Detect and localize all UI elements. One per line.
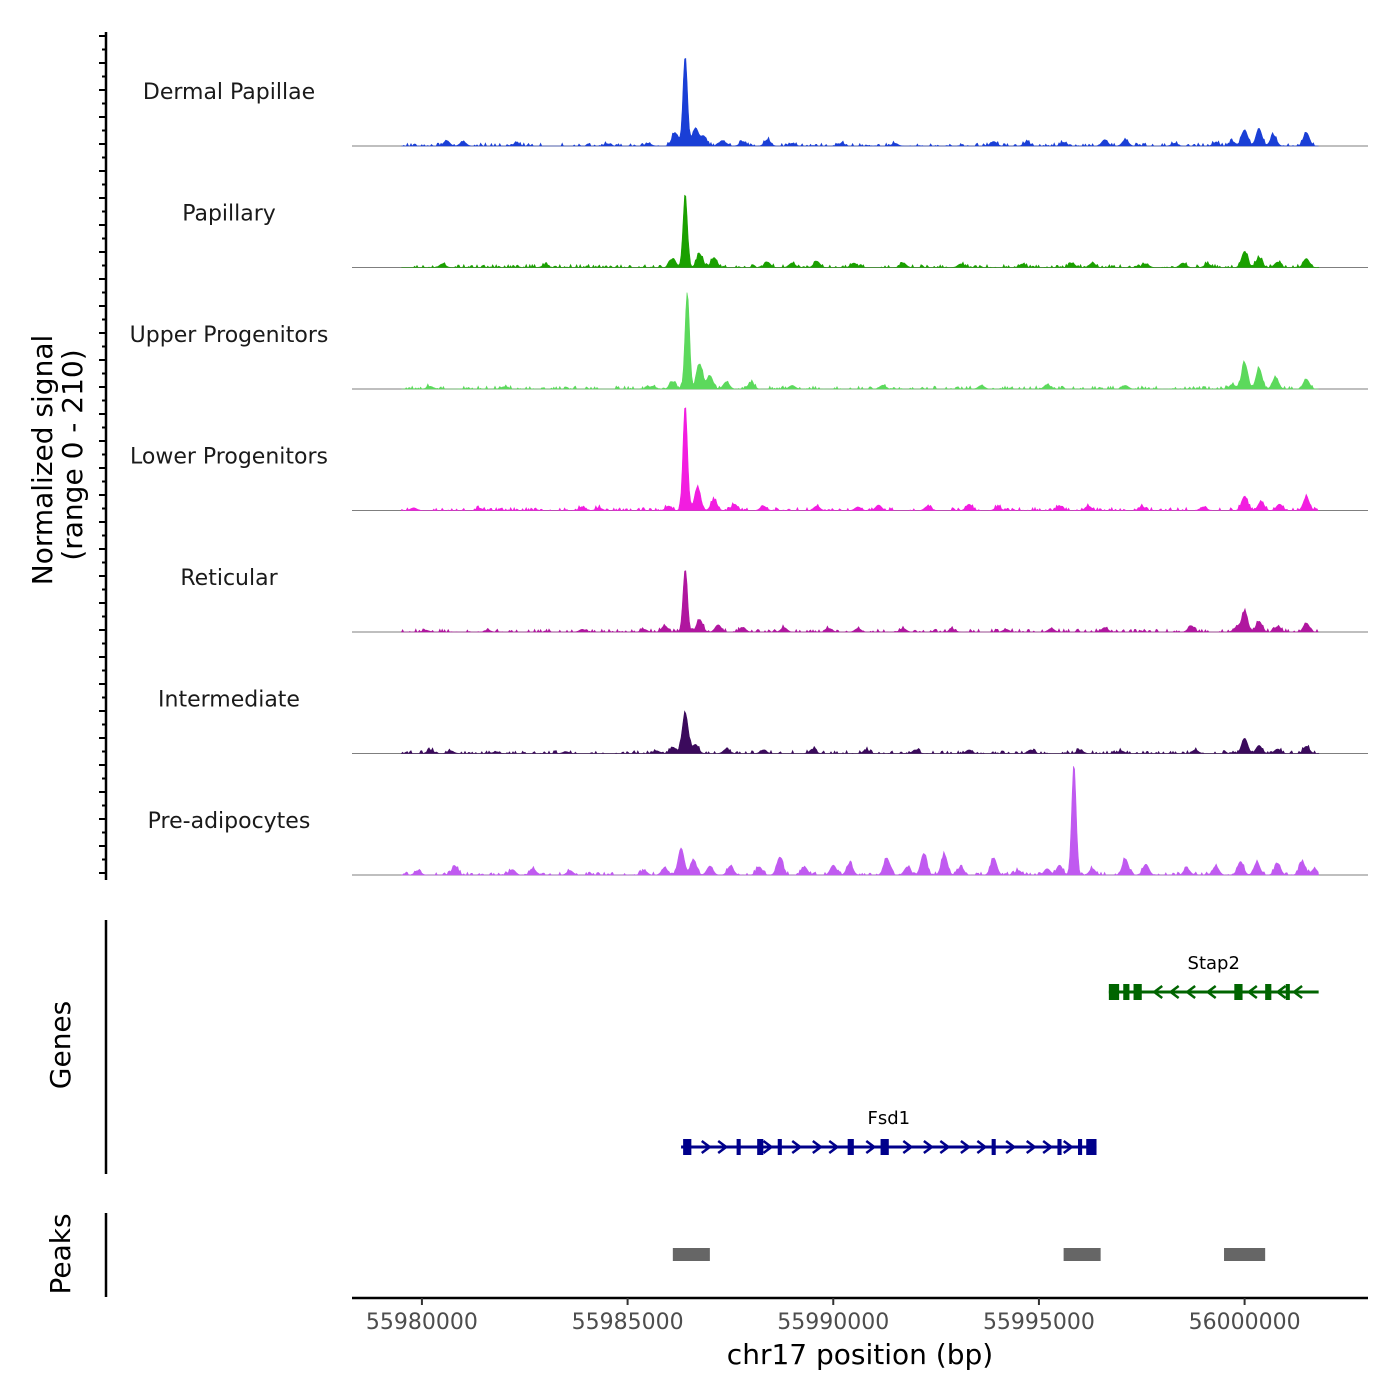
strand-arrow	[700, 1140, 712, 1154]
strand-arrow	[1025, 1140, 1037, 1154]
track-lower-progenitors: Lower Progenitors	[130, 407, 1368, 512]
strand-arrow	[960, 1140, 971, 1154]
gene-models: Stap2 Fsd1	[681, 953, 1319, 1155]
peak-region	[1063, 1248, 1101, 1261]
track-label: Upper Progenitors	[130, 323, 329, 348]
strand-arrow	[976, 1140, 988, 1154]
strand-arrow	[902, 1140, 914, 1154]
gene-exon	[736, 1139, 741, 1155]
gene-exon	[880, 1139, 889, 1155]
strand-arrow	[1005, 1140, 1017, 1154]
gene-label: Stap2	[1188, 953, 1240, 974]
strand-arrow	[812, 1140, 823, 1154]
track-pre-adipocytes: Pre-adipocytes	[148, 766, 1368, 876]
signal-area	[401, 292, 1319, 390]
track-intermediate: Intermediate	[158, 688, 1368, 755]
strand-arrow	[1168, 985, 1180, 999]
strand-arrow	[1152, 985, 1163, 999]
gene-exon	[1108, 984, 1120, 1000]
x-tick-label: 55980000	[366, 1310, 478, 1335]
track-dermal-papillae: Dermal Papillae	[143, 58, 1368, 147]
y-axis-title: Normalized signal	[26, 335, 59, 586]
strand-arrow	[1205, 985, 1217, 999]
strand-arrow	[1062, 1140, 1074, 1154]
strand-arrow	[923, 1140, 934, 1154]
gene-exon	[1265, 984, 1272, 1000]
signal-area	[401, 194, 1320, 269]
coverage-axis-subtitle: (range 0 - 210)	[56, 349, 89, 560]
peaks-track: Peaks	[44, 1213, 1266, 1297]
signal-tracks: Dermal Papillae Papillary Upper Progenitor…	[130, 58, 1368, 876]
x-tick-label: 56000000	[1189, 1310, 1301, 1335]
gene-exon	[1078, 1139, 1083, 1155]
track-label: Dermal Papillae	[143, 80, 315, 105]
gene-exon	[1123, 984, 1130, 1000]
peaks-track-label: Peaks	[44, 1213, 77, 1294]
gene-exon	[847, 1139, 854, 1155]
signal-area	[401, 766, 1319, 876]
strand-arrow	[1246, 985, 1258, 999]
strand-arrow	[865, 1140, 877, 1154]
strand-arrow	[939, 1140, 951, 1154]
gene-stap2: Stap2	[1108, 953, 1319, 1000]
peak-region	[1224, 1248, 1266, 1261]
gene-exon	[1057, 1139, 1062, 1155]
strand-arrow	[1291, 985, 1303, 999]
genes-track: Genes Stap2 Fsd1	[44, 920, 1319, 1174]
signal-area	[401, 407, 1319, 512]
coverage-axis-title: Normalized signal	[26, 335, 59, 586]
y-axis-range: (range 0 - 210)	[56, 349, 89, 560]
gene-exon	[757, 1139, 764, 1155]
strand-arrow	[1185, 985, 1196, 999]
track-upper-progenitors: Upper Progenitors	[130, 292, 1368, 390]
strand-arrow	[1042, 1140, 1054, 1154]
gene-label: Fsd1	[867, 1108, 910, 1129]
x-axis-title: chr17 position (bp)	[727, 1338, 993, 1371]
x-tick-label: 55990000	[777, 1310, 889, 1335]
signal-area	[401, 58, 1319, 147]
peak-regions	[672, 1248, 1266, 1261]
track-label: Intermediate	[158, 688, 300, 713]
track-label: Pre-adipocytes	[148, 809, 311, 834]
x-axis: 55980000 55985000 55990000 55995000 56000000…	[352, 1296, 1368, 1371]
x-tick-label: 55995000	[983, 1310, 1095, 1335]
strand-arrow	[791, 1140, 803, 1154]
signal-area	[400, 710, 1320, 755]
coverage-axis-line	[99, 32, 108, 880]
gene-exon	[1234, 984, 1243, 1000]
peak-region	[672, 1248, 710, 1261]
gene-exon	[1133, 984, 1142, 1000]
gene-exon	[683, 1139, 692, 1155]
track-label: Reticular	[180, 566, 278, 591]
gene-exon	[1285, 984, 1290, 1000]
gene-exon	[1086, 1139, 1097, 1155]
track-label: Papillary	[182, 202, 276, 227]
gene-fsd1: Fsd1	[681, 1108, 1097, 1155]
strand-arrow	[762, 1140, 774, 1154]
strand-arrow	[828, 1140, 840, 1154]
x-axis-ticks: 55980000 55985000 55990000 55995000 56000000	[366, 1298, 1301, 1335]
x-tick-label: 55985000	[572, 1310, 684, 1335]
strand-arrow	[717, 1140, 729, 1154]
gene-exon	[991, 1139, 996, 1155]
coverage-axis-ticks	[99, 35, 106, 874]
signal-area	[400, 570, 1319, 633]
track-label: Lower Progenitors	[130, 445, 328, 470]
genes-track-label: Genes	[44, 1001, 77, 1089]
strand-arrow	[1275, 985, 1287, 999]
track-reticular: Reticular	[180, 566, 1368, 633]
track-papillary: Papillary	[182, 194, 1368, 269]
gene-exon	[777, 1139, 782, 1155]
